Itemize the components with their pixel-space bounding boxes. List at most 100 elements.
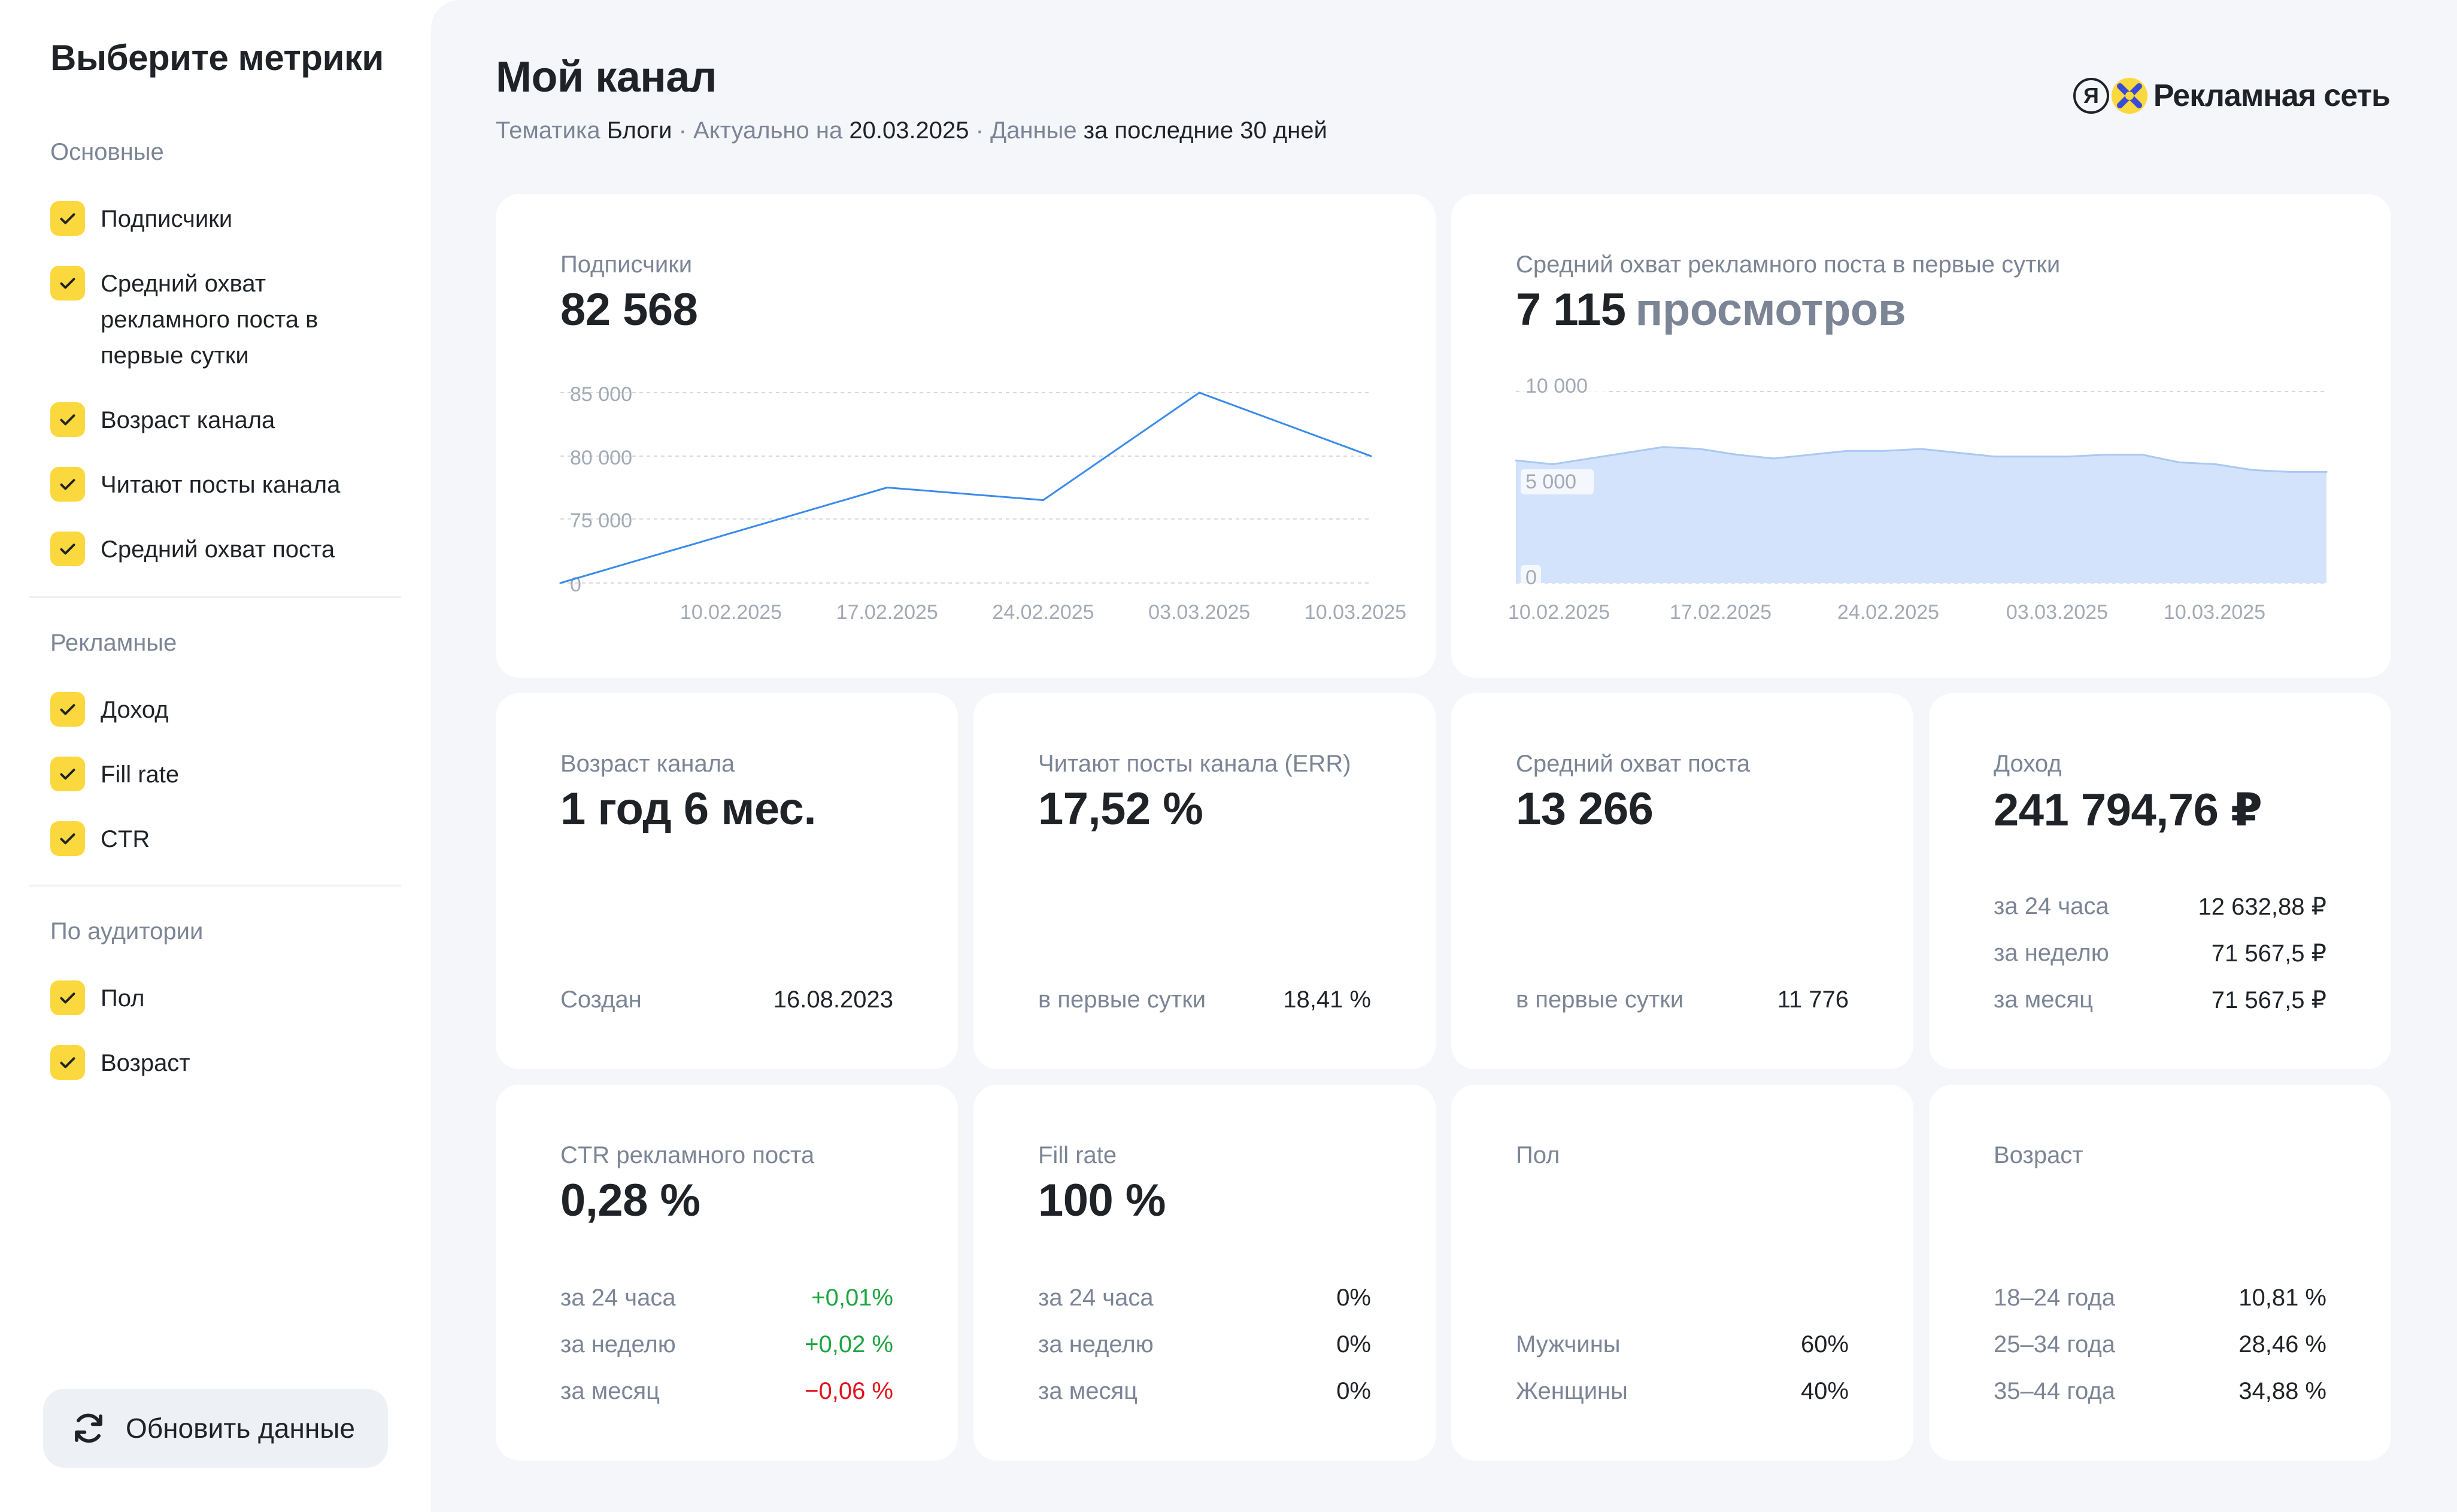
stat-row: за 24 часа 0% xyxy=(1038,1285,1371,1311)
data-point xyxy=(1736,454,1738,456)
card-value: 13 266 xyxy=(1516,784,1654,834)
checkbox-checked[interactable] xyxy=(50,467,85,502)
x-tick-label: 03.03.2025 xyxy=(1148,601,1250,624)
checkbox-checked[interactable] xyxy=(50,821,85,856)
data-point xyxy=(559,582,562,584)
data-point xyxy=(2215,463,2217,466)
stat-label: Создан xyxy=(560,986,642,1013)
ad-reach-area-chart: 0 5 000 10 000 10.02.2025 17.02.2025 24.02.20… xyxy=(1508,374,2328,624)
brand-name: Рекламная сеть xyxy=(2153,78,2391,113)
stat-row: Женщины 40% xyxy=(1516,1378,1849,1405)
checkbox-checked[interactable] xyxy=(50,402,85,437)
stat-label: в первые сутки xyxy=(1516,986,1684,1013)
metric-toggle-post-reach[interactable]: Средний охват поста xyxy=(50,532,370,567)
y-tick-label: 85 000 xyxy=(570,383,632,406)
stat-value: 34,88 % xyxy=(2238,1378,2326,1404)
y-tick-label-bg xyxy=(1521,374,1607,399)
metrics-sidebar: Выберите метрики Основные Подписчики Сре… xyxy=(0,0,431,1512)
stat-row: Создан 16.08.2023 xyxy=(560,986,893,1013)
data-point xyxy=(1042,499,1044,501)
topic-label: Тематика xyxy=(496,117,600,144)
checkbox-checked[interactable] xyxy=(50,532,85,566)
data-point xyxy=(1370,455,1372,457)
card-income: Доход 241 794,76 ₽ за 24 часа 12 632,88 ₽… xyxy=(1929,693,2391,1069)
stat-label: за неделю xyxy=(1038,1331,1154,1358)
card-audience-age: Возраст 18–24 года 10,81 % 25–34 года 28,4… xyxy=(1929,1085,2391,1461)
stat-value: 0% xyxy=(1336,1378,1371,1404)
sidebar-divider xyxy=(29,596,401,598)
data-point xyxy=(1957,451,1959,454)
card-err: Читают посты канала (ERR) 17,52 % в перв… xyxy=(973,693,1436,1069)
data-point xyxy=(1994,456,1996,458)
card-subscribers: Подписчики 82 568 0 75 000 80 000 85 000 10.… xyxy=(496,194,1436,678)
value-unit: просмотров xyxy=(1635,284,1906,335)
sidebar-title: Выберите метрики xyxy=(50,38,384,78)
data-point xyxy=(2067,456,2070,458)
card-ctr: CTR рекламного поста 0,28 % за 24 часа +0… xyxy=(496,1085,958,1461)
card-label: Средний охват рекламного поста в первые … xyxy=(1516,251,2061,278)
data-point xyxy=(2325,470,2328,473)
checkbox-checked[interactable] xyxy=(50,201,85,236)
metric-label: Подписчики xyxy=(101,206,233,232)
card-label: Доход xyxy=(1994,751,2062,777)
stat-label: в первые сутки xyxy=(1038,986,1206,1013)
checkbox-checked[interactable] xyxy=(50,692,85,727)
metric-toggle-gender[interactable]: Пол xyxy=(50,980,370,1016)
x-tick-label: 24.02.2025 xyxy=(992,601,1094,624)
metric-toggle-income[interactable]: Доход xyxy=(50,692,370,728)
y-tick-label-bg xyxy=(1521,469,1594,494)
check-icon xyxy=(60,414,75,426)
checkbox-checked[interactable] xyxy=(50,980,85,1015)
checkbox-checked[interactable] xyxy=(50,1045,85,1080)
x-tick-label: 24.02.2025 xyxy=(1837,601,1939,624)
group-label-audience: По аудитории xyxy=(50,918,204,945)
card-label: CTR рекламного поста xyxy=(560,1142,815,1168)
metric-toggle-ctr[interactable]: CTR xyxy=(50,821,370,857)
stat-label: 18–24 года xyxy=(1994,1285,2116,1311)
stat-value: 10,81 % xyxy=(2238,1285,2326,1311)
card-label: Подписчики xyxy=(560,251,693,278)
checkbox-checked[interactable] xyxy=(50,757,85,791)
stat-value: 12 632,88 ₽ xyxy=(2198,894,2326,920)
dashboard-main: Мой канал Тематика Блоги · Актуально на … xyxy=(431,0,2457,1512)
metric-label: Возраст канала xyxy=(101,407,275,433)
check-icon xyxy=(60,544,75,555)
data-point xyxy=(1552,463,1554,466)
data-point xyxy=(2288,470,2291,473)
metric-label: Читают посты канала xyxy=(101,472,341,498)
group-label-main: Основные xyxy=(50,139,164,165)
metric-toggle-ad-reach[interactable]: Средний охват рекламного поста в первые … xyxy=(50,266,340,374)
stat-label: 35–44 года xyxy=(1994,1378,2116,1404)
data-point xyxy=(1699,448,1701,450)
stat-value: 71 567,5 ₽ xyxy=(2211,987,2326,1013)
metric-toggle-subscribers[interactable]: Подписчики xyxy=(50,201,370,237)
stat-value: 71 567,5 ₽ xyxy=(2211,940,2326,967)
stat-row: за неделю 71 567,5 ₽ xyxy=(1994,940,2326,967)
metric-label: Fill rate xyxy=(101,761,180,788)
card-label: Возраст канала xyxy=(560,751,735,777)
stat-label: Мужчины xyxy=(1516,1331,1621,1358)
metric-toggle-err[interactable]: Читают посты канала xyxy=(50,467,370,503)
check-icon xyxy=(60,1057,75,1068)
series-line xyxy=(560,391,1372,584)
refresh-data-button[interactable]: Обновить данные xyxy=(43,1389,388,1468)
data-point xyxy=(2252,469,2254,471)
stat-label: за 24 часа xyxy=(560,1285,676,1311)
page-subtitle: Тематика Блоги · Актуально на 20.03.2025… xyxy=(496,117,1327,144)
stat-label: Женщины xyxy=(1516,1378,1628,1404)
stat-row: 25–34 года 28,46 % xyxy=(1994,1331,2326,1358)
metric-toggle-channel-age[interactable]: Возраст канала xyxy=(50,402,370,438)
value-number: 7 115 xyxy=(1516,284,1626,335)
data-period-label: · Данные xyxy=(975,117,1077,144)
metric-toggle-age[interactable]: Возраст xyxy=(50,1045,370,1081)
metric-toggle-fill-rate[interactable]: Fill rate xyxy=(50,757,370,793)
checkbox-checked[interactable] xyxy=(50,266,85,300)
refresh-label: Обновить данные xyxy=(126,1413,355,1444)
check-icon xyxy=(60,833,75,845)
x-tick-label: 17.02.2025 xyxy=(836,601,938,624)
card-ad-reach: Средний охват рекламного поста в первые … xyxy=(1451,194,2391,678)
yandex-logo-icon: Я xyxy=(2073,78,2109,114)
data-point xyxy=(1625,451,1628,454)
stat-label: за месяц xyxy=(560,1378,660,1404)
